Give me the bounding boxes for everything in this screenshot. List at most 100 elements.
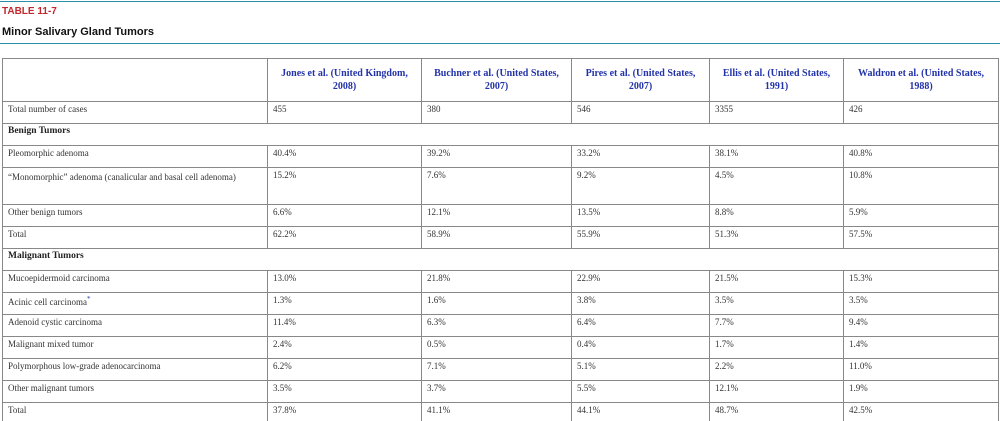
cell: 1.7% xyxy=(709,336,844,359)
row-label-text: Polymorphous low-grade adenocarcinoma xyxy=(8,361,161,371)
cell: 12.1% xyxy=(709,380,844,403)
cell: 2.2% xyxy=(709,358,844,381)
cell: 15.3% xyxy=(843,270,999,293)
cell: 11.4% xyxy=(267,314,422,337)
table-row: Other benign tumors 6.6% 12.1% 13.5% 8.8% 5.9… xyxy=(2,204,999,227)
cell: 3.5% xyxy=(267,380,422,403)
cell: 62.2% xyxy=(267,226,422,249)
cell: 21.8% xyxy=(421,270,572,293)
table-label: TABLE 11-7 xyxy=(2,6,57,17)
table-row: Adenoid cystic carcinoma 11.4% 6.3% 6.4% 7.7… xyxy=(2,314,999,337)
cell: 0.5% xyxy=(421,336,572,359)
cell: 1.9% xyxy=(843,380,999,403)
data-table: Jones et al. (United Kingdom, 2008) Buchn… xyxy=(2,58,999,421)
cell: 5.5% xyxy=(571,380,710,403)
table-row: Total 62.2% 58.9% 55.9% 51.3% 57.5% xyxy=(2,226,999,249)
cell: 380 xyxy=(421,101,572,124)
cell: 3355 xyxy=(709,101,844,124)
row-label-text: Total xyxy=(8,405,27,415)
row-label-text: “Monomorphic” adenoma (canalicular and b… xyxy=(8,172,236,182)
table-row: Acinic cell carcinoma* 1.3% 1.6% 3.8% 3.5% 3.… xyxy=(2,292,999,315)
footnote-marker: * xyxy=(86,295,91,303)
cell: 3.5% xyxy=(843,292,999,315)
cell: 455 xyxy=(267,101,422,124)
cell: 57.5% xyxy=(843,226,999,249)
cell: 21.5% xyxy=(709,270,844,293)
cell: 6.4% xyxy=(571,314,710,337)
cell: 48.7% xyxy=(709,402,844,421)
row-label: Acinic cell carcinoma* xyxy=(2,292,268,315)
table-row: “Monomorphic” adenoma (canalicular and b… xyxy=(2,167,999,205)
cell: 1.4% xyxy=(843,336,999,359)
cell: 13.5% xyxy=(571,204,710,227)
row-label-text: Malignant mixed tumor xyxy=(8,339,94,349)
section-header: Benign Tumors xyxy=(2,123,999,146)
cell: 55.9% xyxy=(571,226,710,249)
cell: 22.9% xyxy=(571,270,710,293)
cell: 7.1% xyxy=(421,358,572,381)
row-label: “Monomorphic” adenoma (canalicular and b… xyxy=(2,167,268,205)
row-label-text: Total number of cases xyxy=(8,104,88,114)
row-label-text: Acinic cell carcinoma xyxy=(8,297,87,307)
title-rule xyxy=(0,43,1000,44)
table-body: Total number of cases 455 380 546 3355 426 Ben… xyxy=(2,101,999,421)
row-label-text: Pleomorphic adenoma xyxy=(8,148,89,158)
cell: 426 xyxy=(843,101,999,124)
cell: 5.9% xyxy=(843,204,999,227)
cell: 3.5% xyxy=(709,292,844,315)
column-header: Buchner et al. (United States, 2007) xyxy=(421,58,572,102)
cell: 13.0% xyxy=(267,270,422,293)
top-rule xyxy=(0,1,1000,2)
cell: 9.4% xyxy=(843,314,999,337)
column-header: Ellis et al. (United States, 1991) xyxy=(709,58,844,102)
cell: 0.4% xyxy=(571,336,710,359)
cell: 2.4% xyxy=(267,336,422,359)
cell: 33.2% xyxy=(571,145,710,168)
column-header: Jones et al. (United Kingdom, 2008) xyxy=(267,58,422,102)
row-label-text: Total xyxy=(8,229,27,239)
cell: 40.4% xyxy=(267,145,422,168)
cell: 10.8% xyxy=(843,167,999,205)
table-row: Polymorphous low-grade adenocarcinoma 6.2… xyxy=(2,358,999,381)
row-label: Malignant mixed tumor xyxy=(2,336,268,359)
row-label: Mucoepidermoid carcinoma xyxy=(2,270,268,293)
table-row: Malignant mixed tumor 2.4% 0.5% 0.4% 1.7% 1.4… xyxy=(2,336,999,359)
cell: 41.1% xyxy=(421,402,572,421)
row-label-text: Mucoepidermoid carcinoma xyxy=(8,273,110,283)
cell: 58.9% xyxy=(421,226,572,249)
section-header: Malignant Tumors xyxy=(2,248,999,271)
table-row: Malignant Tumors xyxy=(2,248,999,271)
row-label: Other malignant tumors xyxy=(2,380,268,403)
cell: 7.7% xyxy=(709,314,844,337)
table-title: Minor Salivary Gland Tumors xyxy=(2,26,154,38)
cell: 546 xyxy=(571,101,710,124)
cell: 7.6% xyxy=(421,167,572,205)
cell: 12.1% xyxy=(421,204,572,227)
cell: 1.3% xyxy=(267,292,422,315)
cell: 42.5% xyxy=(843,402,999,421)
cell: 44.1% xyxy=(571,402,710,421)
cell: 11.0% xyxy=(843,358,999,381)
row-label-text: Adenoid cystic carcinoma xyxy=(8,317,102,327)
table-row: Total 37.8% 41.1% 44.1% 48.7% 42.5% xyxy=(2,402,999,421)
row-label: Adenoid cystic carcinoma xyxy=(2,314,268,337)
row-label-text: Other benign tumors xyxy=(8,207,83,217)
header-row: Jones et al. (United Kingdom, 2008) Buchn… xyxy=(2,58,999,102)
cell: 51.3% xyxy=(709,226,844,249)
cell: 38.1% xyxy=(709,145,844,168)
row-label: Other benign tumors xyxy=(2,204,268,227)
cell: 6.3% xyxy=(421,314,572,337)
cell: 37.8% xyxy=(267,402,422,421)
row-label: Total xyxy=(2,402,268,421)
column-header: Pires et al. (United States, 2007) xyxy=(571,58,710,102)
row-label: Polymorphous low-grade adenocarcinoma xyxy=(2,358,268,381)
row-label: Pleomorphic adenoma xyxy=(2,145,268,168)
table-row: Pleomorphic adenoma 40.4% 39.2% 33.2% 38.1% 4… xyxy=(2,145,999,168)
row-label: Total number of cases xyxy=(2,101,268,124)
cell: 6.6% xyxy=(267,204,422,227)
column-header: Waldron et al. (United States, 1988) xyxy=(843,58,999,102)
table-row: Total number of cases 455 380 546 3355 426 xyxy=(2,101,999,124)
row-label: Total xyxy=(2,226,268,249)
row-label-text: Other malignant tumors xyxy=(8,383,94,393)
